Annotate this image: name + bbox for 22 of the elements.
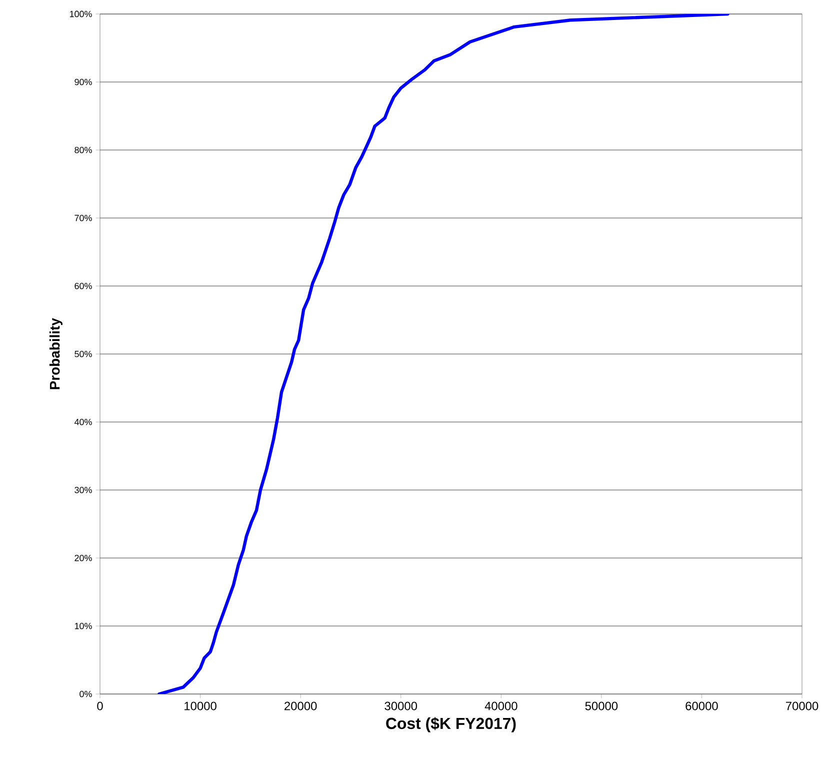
x-tick-label: 30000 xyxy=(384,702,418,710)
line-series xyxy=(158,14,730,694)
x-tick-label: 20000 xyxy=(284,702,317,710)
y-tick-label: 40% xyxy=(74,418,92,426)
x-tick-label: 10000 xyxy=(184,702,216,710)
y-tick-label: 100% xyxy=(70,10,92,18)
x-tick-label: 50000 xyxy=(585,702,618,710)
y-tick-label: 0% xyxy=(80,690,92,698)
x-tick-label: 70000 xyxy=(786,702,818,710)
x-tick-label: 60000 xyxy=(686,702,718,710)
x-tick-label: 40000 xyxy=(484,702,518,710)
y-tick-label: 10% xyxy=(74,622,92,630)
y-tick-label: 30% xyxy=(74,486,92,494)
y-tick-label: 50% xyxy=(74,350,92,358)
y-axis-title: Probability xyxy=(49,318,62,390)
x-tick-label: 0 xyxy=(97,702,103,710)
y-tick-label: 20% xyxy=(74,554,92,562)
y-tick-label: 60% xyxy=(74,282,92,290)
y-tick-label: 80% xyxy=(74,146,92,154)
y-tick-label: 90% xyxy=(74,78,92,86)
x-axis-title: Cost ($K FY2017) xyxy=(386,717,516,732)
y-tick-label: 70% xyxy=(74,214,92,222)
